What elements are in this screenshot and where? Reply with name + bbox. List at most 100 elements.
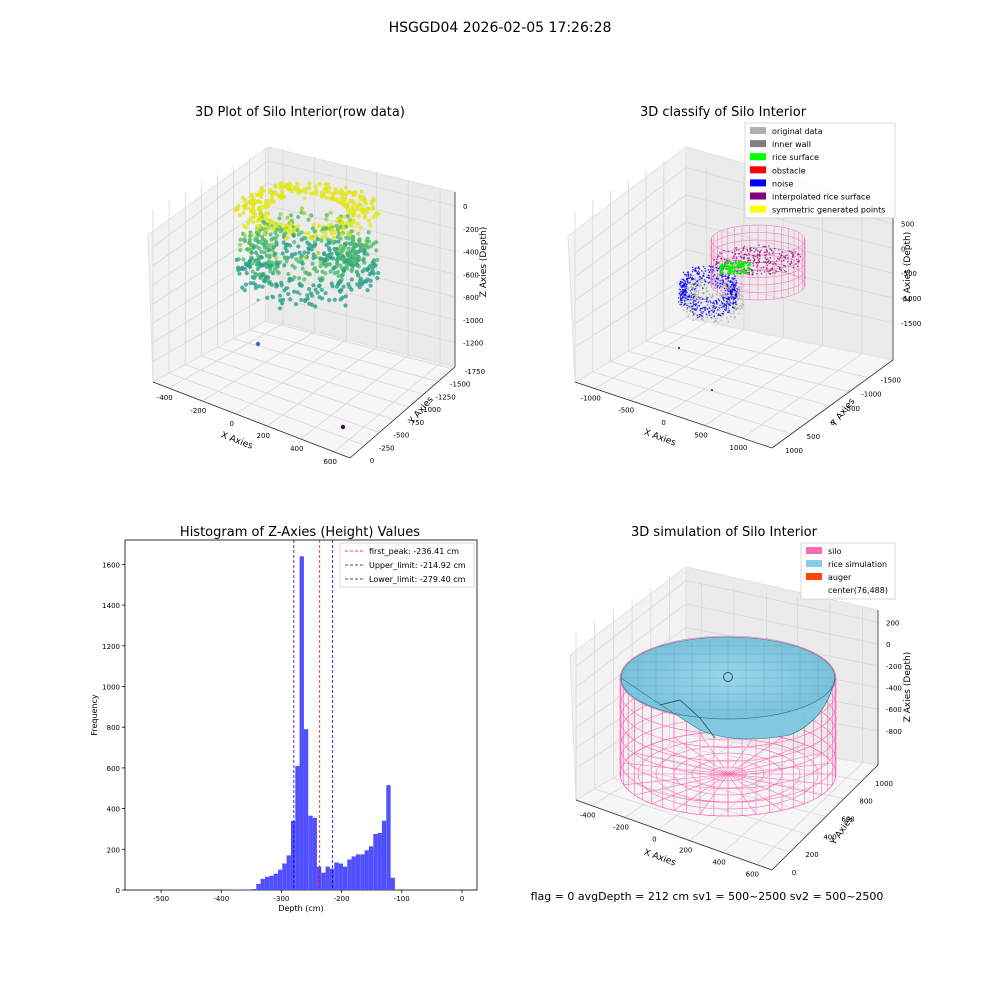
raw-point — [292, 240, 297, 245]
noise-point — [695, 267, 697, 269]
interpolated-point — [752, 256, 754, 259]
raw-point — [312, 266, 317, 272]
noise-point — [702, 275, 704, 277]
rice-surface-point — [743, 261, 747, 264]
raw-point — [245, 221, 251, 226]
noise-point — [719, 280, 721, 282]
noise-point — [732, 298, 735, 301]
noise-point — [718, 307, 721, 309]
raw-point — [359, 282, 365, 287]
noise-point — [703, 284, 706, 286]
original-point — [723, 284, 726, 287]
panel4-xtick: 200 — [679, 847, 692, 855]
interpolated-point — [764, 257, 766, 259]
noise-point — [686, 291, 688, 294]
histogram-bar — [291, 820, 296, 890]
rice-surface-point — [735, 262, 738, 265]
noise-point — [701, 270, 703, 272]
interpolated-point — [735, 249, 738, 251]
original-point — [717, 273, 719, 276]
noise-point — [685, 292, 687, 294]
original-point — [682, 309, 685, 311]
original-point — [734, 316, 736, 318]
noise-point — [721, 302, 724, 305]
rice-surface-point — [735, 272, 739, 275]
interpolated-point — [749, 250, 752, 253]
legend-swatch — [750, 205, 766, 213]
original-point — [710, 305, 712, 307]
original-point — [741, 307, 744, 309]
original-point — [730, 302, 733, 305]
noise-point — [708, 307, 711, 310]
noise-point — [726, 297, 729, 300]
noise-point — [717, 284, 719, 287]
silo-floor-spoke — [634, 752, 729, 775]
raw-point — [370, 206, 375, 211]
histogram-bar — [243, 889, 248, 890]
interpolated-point — [778, 267, 781, 269]
original-point — [738, 305, 740, 308]
noise-point — [679, 284, 682, 287]
noise-point — [726, 277, 728, 280]
original-point — [711, 294, 714, 297]
noise-point — [706, 297, 708, 300]
raw-point — [288, 213, 294, 218]
histogram-bar — [295, 765, 300, 890]
noise-point — [736, 295, 738, 297]
interpolated-point — [787, 260, 789, 263]
original-point — [700, 281, 703, 284]
raw-point — [345, 214, 350, 219]
original-point — [702, 312, 705, 315]
panel2-ztick: -1000 — [901, 295, 921, 303]
original-point — [714, 317, 717, 320]
raw-point — [302, 277, 307, 282]
original-point — [709, 309, 712, 312]
original-point — [702, 316, 705, 319]
noise-point — [688, 305, 690, 308]
rice-crater-edge — [659, 699, 716, 739]
raw-point — [307, 287, 312, 292]
interpolated-point — [754, 255, 756, 258]
interpolated-point — [738, 249, 740, 251]
original-point — [687, 302, 690, 305]
histogram-bar — [265, 876, 270, 890]
noise-point — [727, 290, 730, 293]
panel4-ztick: -200 — [886, 663, 902, 671]
interpolated-point — [792, 254, 794, 256]
original-point — [691, 289, 693, 292]
raw-point — [273, 255, 279, 260]
noise-point — [723, 306, 725, 308]
original-point — [705, 296, 707, 298]
noise-point — [690, 296, 692, 299]
original-point — [722, 307, 724, 309]
original-point — [736, 307, 739, 309]
interpolated-point — [780, 269, 782, 271]
raw-point — [360, 210, 365, 215]
raw-point — [369, 265, 374, 270]
noise-point — [684, 280, 686, 282]
interpolated-point — [762, 245, 764, 248]
interpolated-point — [755, 248, 757, 250]
histogram-ytick: 1400 — [102, 602, 120, 610]
interpolated-point — [747, 259, 750, 262]
interpolated-point — [720, 257, 723, 260]
histogram-ytick: 200 — [107, 846, 120, 854]
noise-point — [730, 281, 733, 284]
rice-surface-point — [741, 262, 744, 265]
original-point — [705, 287, 707, 290]
original-point — [730, 312, 732, 314]
noise-point — [708, 271, 711, 273]
noise-point — [724, 309, 727, 312]
interpolated-point — [781, 254, 783, 257]
interpolated-point — [771, 268, 773, 271]
raw-point — [358, 197, 363, 202]
interpolated-point — [715, 258, 718, 260]
panel4-zlabel: Z Axies (Depth) — [903, 652, 913, 723]
panel3-xlabel: Depth (cm) — [278, 904, 323, 913]
raw-point — [326, 189, 331, 194]
original-point — [711, 296, 713, 299]
raw-point — [327, 298, 332, 303]
legend-label: symmetric generated points — [772, 206, 885, 215]
noise-point — [685, 273, 687, 276]
raw-point — [248, 264, 253, 270]
